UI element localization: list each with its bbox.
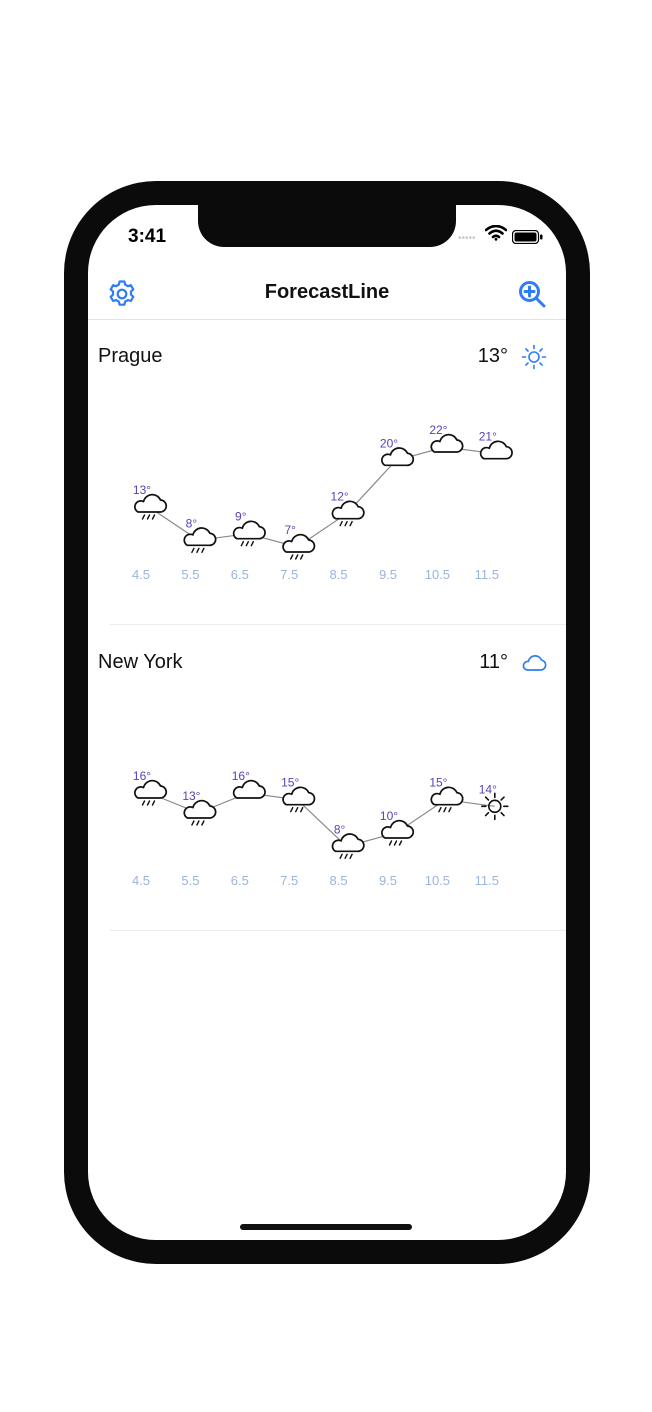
temperature-label: 8° bbox=[186, 516, 198, 530]
temperature-label: 7° bbox=[284, 523, 296, 537]
temperature-label: 13° bbox=[133, 483, 151, 497]
temperature-label: 15° bbox=[281, 776, 299, 790]
rain-cloud-icon bbox=[282, 533, 316, 560]
forecast-point: 16° 6.5 bbox=[231, 769, 266, 888]
forecast-point: 20° 9.5 bbox=[379, 436, 415, 582]
current-temperature: 11° bbox=[479, 651, 508, 673]
battery-icon bbox=[512, 230, 543, 244]
wifi-icon bbox=[485, 225, 507, 241]
date-label: 11.5 bbox=[475, 567, 499, 582]
date-label: 5.5 bbox=[181, 567, 199, 582]
date-label: 9.5 bbox=[379, 873, 397, 888]
home-indicator bbox=[240, 1224, 412, 1230]
forecast-point: 8° 8.5 bbox=[330, 822, 365, 888]
date-label: 8.5 bbox=[330, 567, 348, 582]
temperature-label: 20° bbox=[380, 436, 398, 450]
forecast-point: 15° 7.5 bbox=[280, 776, 316, 888]
divider bbox=[110, 930, 566, 931]
forecast-point: 8° 5.5 bbox=[181, 516, 217, 582]
forecast-point: 14° 11.5 bbox=[475, 782, 509, 888]
date-label: 8.5 bbox=[330, 873, 348, 888]
current-temperature: 13° bbox=[477, 345, 508, 367]
forecast-point: 16° 4.5 bbox=[132, 769, 168, 888]
forecast-point: 7° 7.5 bbox=[280, 523, 316, 582]
cloud-icon bbox=[430, 433, 464, 453]
temperature-label: 8° bbox=[334, 822, 346, 836]
temperature-label: 14° bbox=[479, 782, 497, 796]
temperature-label: 16° bbox=[133, 769, 151, 783]
forecast-point: 15° 10.5 bbox=[425, 776, 464, 888]
temperature-label: 21° bbox=[479, 430, 497, 444]
notch bbox=[198, 205, 456, 247]
rain-cloud-icon bbox=[381, 819, 415, 846]
date-label: 4.5 bbox=[132, 567, 150, 582]
date-label: 6.5 bbox=[231, 873, 249, 888]
rain-cloud-icon bbox=[430, 786, 464, 813]
forecast-chart: 13° 4.5 8° 5.5 9° 6.5 7° 7.5 12° 8.5 20° 9.5 22° 10.5… bbox=[132, 423, 513, 582]
temperature-label: 13° bbox=[182, 789, 200, 803]
rain-cloud-icon bbox=[282, 786, 316, 813]
navigation-bar: ForecastLine bbox=[88, 267, 566, 320]
city-name: New York bbox=[98, 651, 183, 673]
divider bbox=[110, 624, 566, 625]
cloud-icon bbox=[522, 655, 547, 671]
date-label: 11.5 bbox=[475, 873, 499, 888]
city-card-prague[interactable]: Prague 13° 13° 4.5 8° 5.5 9° 6.5 7° 7.5 12° 8.5 20… bbox=[88, 319, 566, 625]
temperature-label: 15° bbox=[429, 776, 447, 790]
date-label: 10.5 bbox=[425, 567, 450, 582]
cloud-icon bbox=[232, 779, 266, 799]
gear-icon[interactable] bbox=[106, 278, 138, 310]
forecast-point: 12° 8.5 bbox=[330, 490, 365, 582]
city-card-new-york[interactable]: New York 11° 16° 4.5 13° 5.5 16° 6.5 15° 7.5 8° 8… bbox=[88, 625, 566, 931]
rain-cloud-icon bbox=[331, 833, 365, 860]
city-name: Prague bbox=[98, 345, 163, 367]
rain-cloud-icon bbox=[331, 500, 365, 527]
temperature-label: 9° bbox=[235, 510, 247, 524]
rain-cloud-icon bbox=[232, 520, 266, 547]
status-time: 3:41 bbox=[128, 226, 167, 247]
temperature-label: 10° bbox=[380, 809, 398, 823]
rain-cloud-icon bbox=[183, 799, 217, 826]
rain-cloud-icon bbox=[134, 779, 168, 806]
sun-icon bbox=[480, 792, 509, 821]
temperature-label: 22° bbox=[429, 423, 447, 437]
date-label: 4.5 bbox=[132, 873, 150, 888]
forecast-point: 21° 11.5 bbox=[475, 430, 513, 582]
date-label: 5.5 bbox=[181, 873, 199, 888]
date-label: 6.5 bbox=[231, 567, 249, 582]
date-label: 9.5 bbox=[379, 567, 397, 582]
forecast-point: 10° 9.5 bbox=[379, 809, 415, 888]
temperature-label: 16° bbox=[232, 769, 250, 783]
page-title: ForecastLine bbox=[264, 281, 390, 303]
forecast-point: 9° 6.5 bbox=[231, 510, 266, 582]
rain-cloud-icon bbox=[183, 527, 217, 554]
date-label: 7.5 bbox=[280, 873, 298, 888]
forecast-point: 13° 5.5 bbox=[181, 789, 217, 888]
date-label: 7.5 bbox=[280, 567, 298, 582]
forecast-point: 22° 10.5 bbox=[425, 423, 464, 582]
cloud-icon bbox=[381, 447, 415, 467]
screen: 3:41 ••••• ForecastLine Prague bbox=[88, 205, 566, 1240]
date-label: 10.5 bbox=[425, 873, 450, 888]
signal-icon: ••••• bbox=[458, 233, 476, 244]
forecast-point: 13° 4.5 bbox=[132, 483, 168, 582]
sun-icon bbox=[521, 344, 547, 370]
forecast-chart: 16° 4.5 13° 5.5 16° 6.5 15° 7.5 8° 8.5 10° 9.5 15° 10… bbox=[132, 769, 509, 888]
cloud-icon bbox=[479, 440, 513, 460]
temperature-label: 12° bbox=[331, 490, 349, 504]
rain-cloud-icon bbox=[134, 493, 168, 520]
zoom-in-icon[interactable] bbox=[516, 278, 548, 310]
